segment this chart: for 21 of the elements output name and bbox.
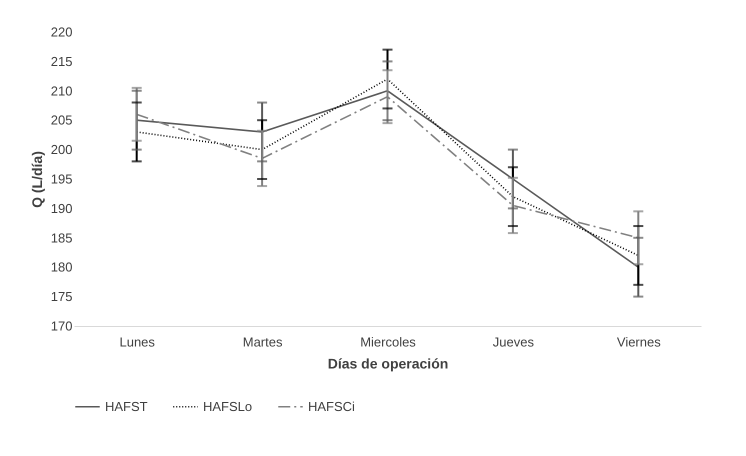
- y-tick-label: 220: [50, 24, 72, 40]
- y-tick-label: 180: [50, 260, 72, 275]
- y-tick-label: 175: [50, 289, 72, 304]
- y-tick-label: 170: [50, 318, 72, 334]
- x-tick-label: Miercoles: [360, 334, 416, 350]
- x-tick-label: Jueves: [492, 334, 534, 350]
- y-tick-label: 200: [50, 142, 72, 158]
- y-tick-label: 190: [50, 200, 72, 216]
- x-tick-label: Martes: [242, 334, 283, 350]
- y-axis-title: Q (L/día): [28, 151, 45, 208]
- y-tick-label: 205: [50, 112, 72, 128]
- x-axis-title: Días de operación: [328, 356, 448, 372]
- legend-label: HAFSCi: [308, 398, 356, 414]
- y-tick-label: 195: [50, 172, 72, 186]
- y-tick-label: 210: [50, 83, 72, 98]
- legend-label: HAFSLo: [203, 398, 252, 414]
- x-tick-label: Lunes: [119, 334, 156, 350]
- x-tick-label: Viernes: [616, 334, 662, 350]
- legend-label: HAFST: [105, 398, 148, 414]
- y-tick-label: 215: [50, 54, 72, 69]
- y-tick-label: 185: [50, 230, 72, 246]
